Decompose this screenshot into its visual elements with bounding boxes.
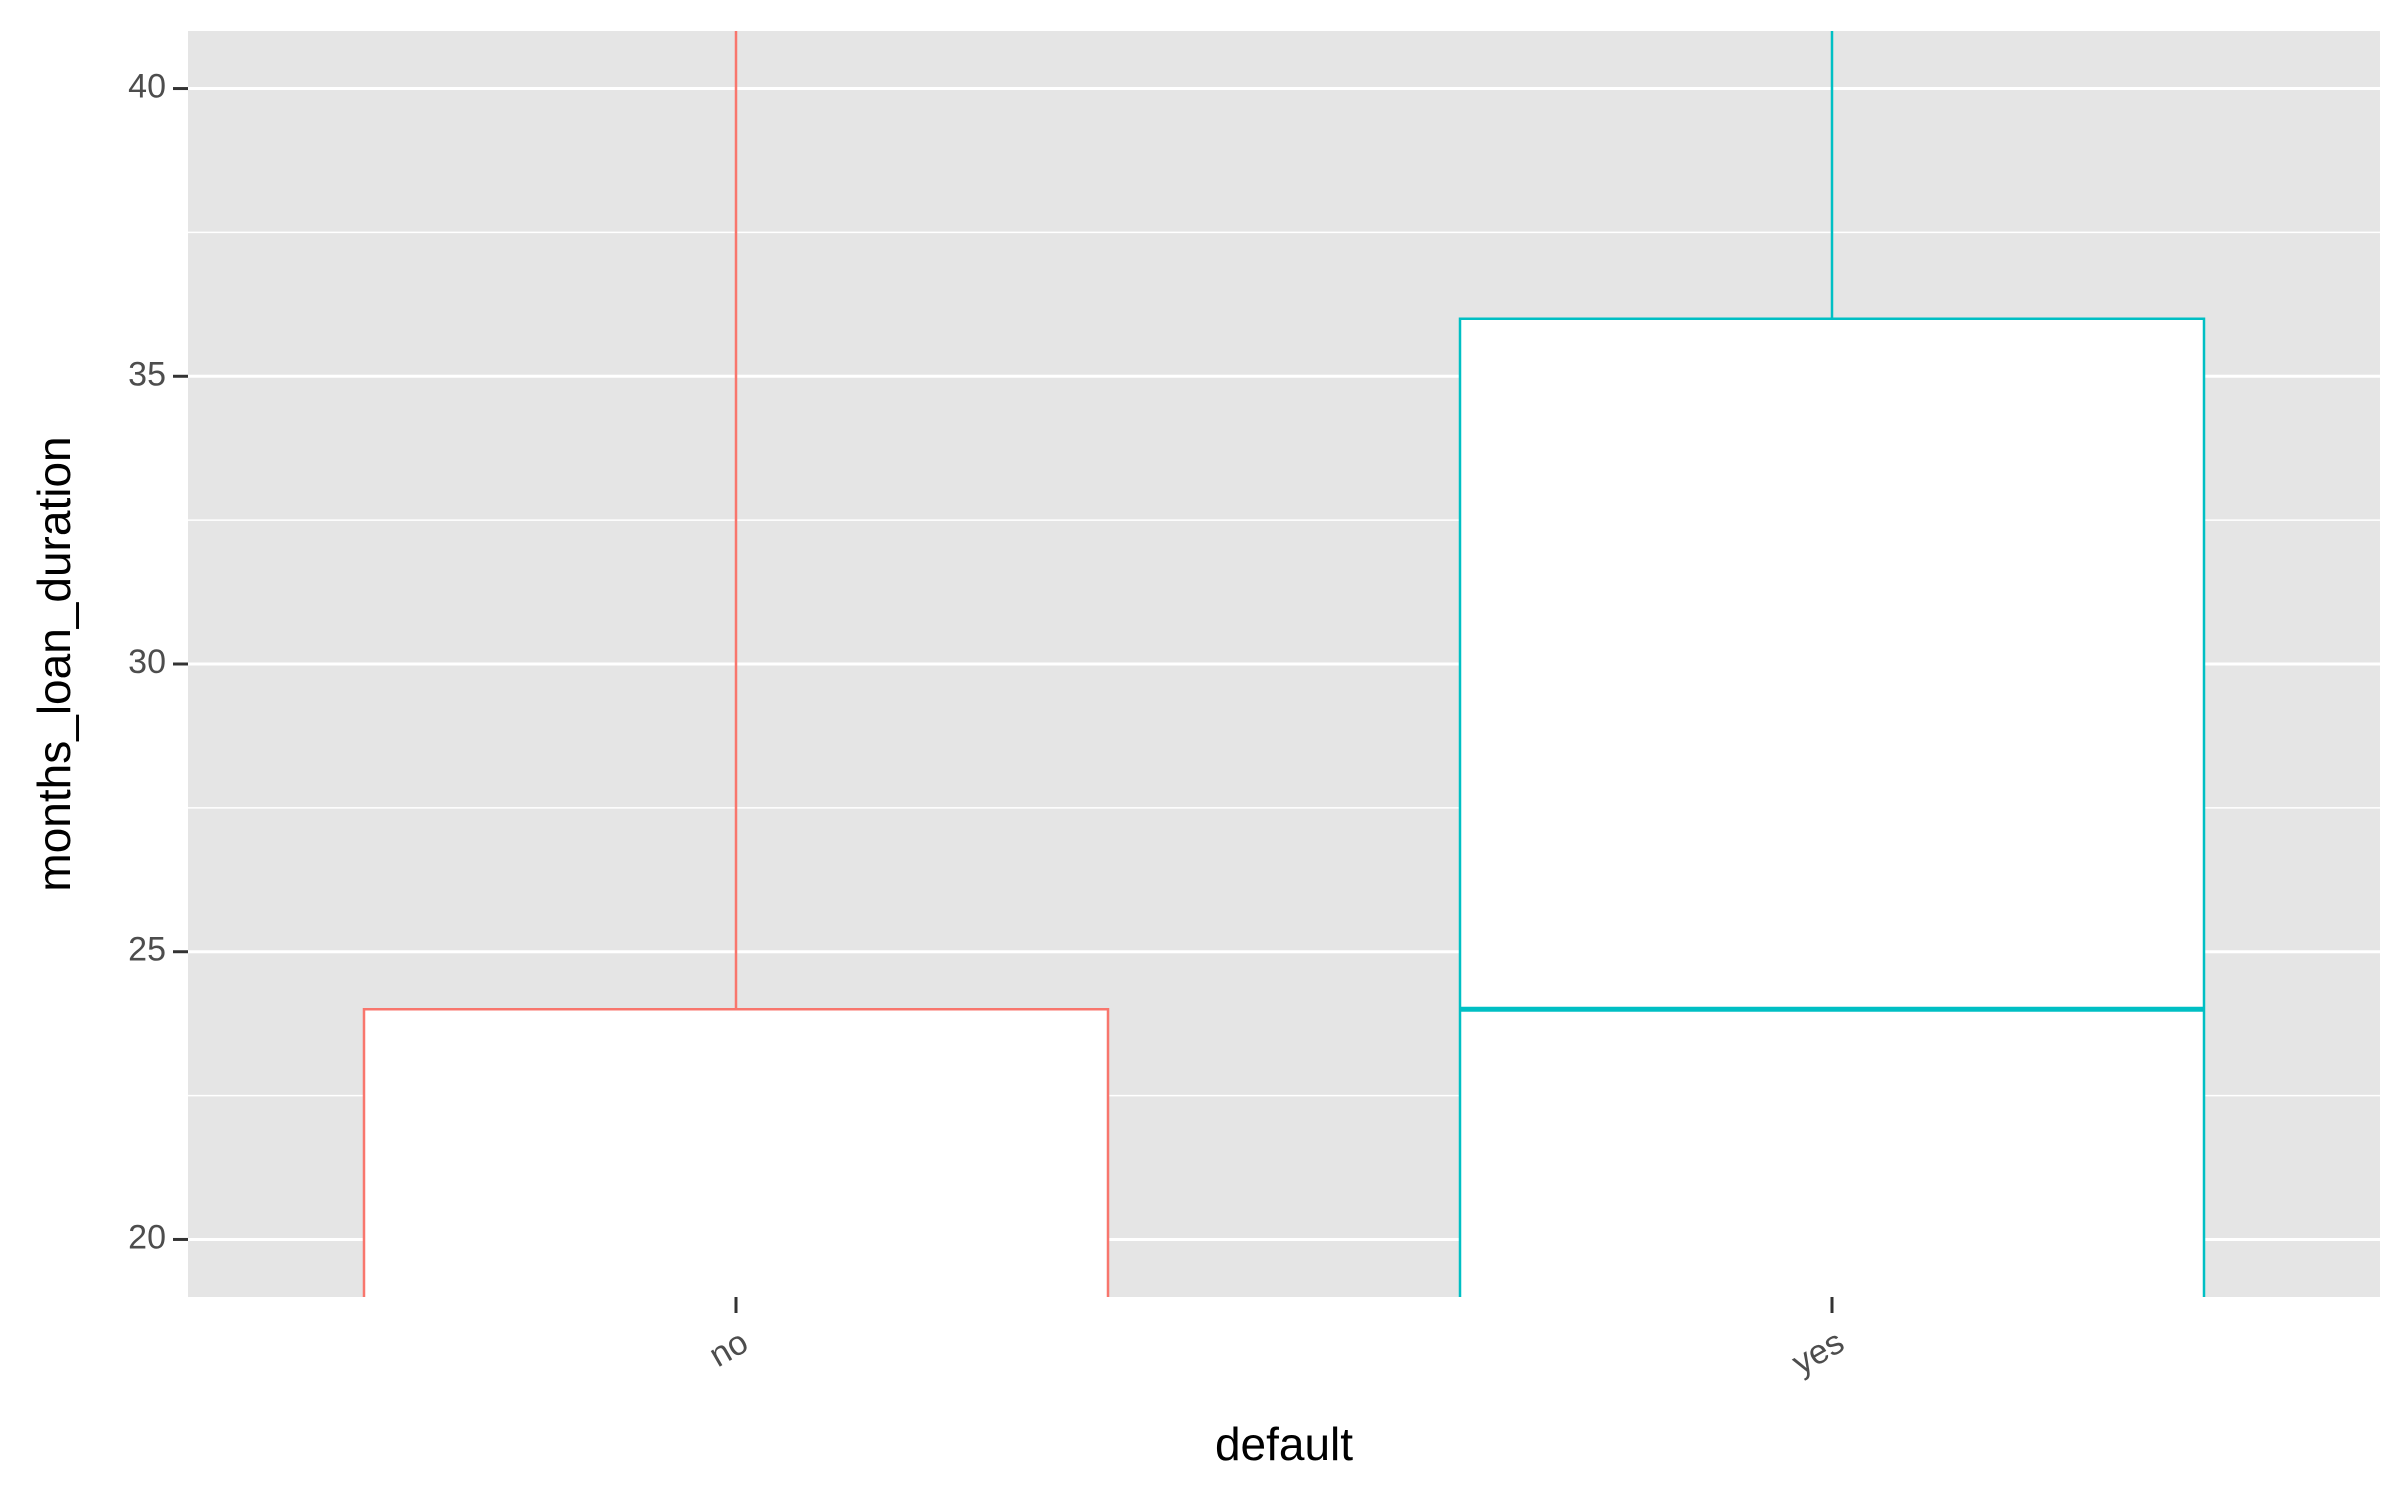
y-tick-label: 30 <box>128 643 166 681</box>
x-tick-label: yes <box>1786 1323 1851 1382</box>
y-tick-label: 25 <box>128 931 166 969</box>
y-tick-label: 40 <box>128 68 166 106</box>
x-axis-title: default <box>1215 1418 1353 1470</box>
y-tick-label: 20 <box>128 1218 166 1256</box>
y-axis-title: months_loan_duration <box>28 436 80 891</box>
x-tick-label: no <box>703 1323 755 1375</box>
box <box>362 1008 1110 1297</box>
y-tick-label: 35 <box>128 355 166 393</box>
box <box>1458 317 2206 1297</box>
